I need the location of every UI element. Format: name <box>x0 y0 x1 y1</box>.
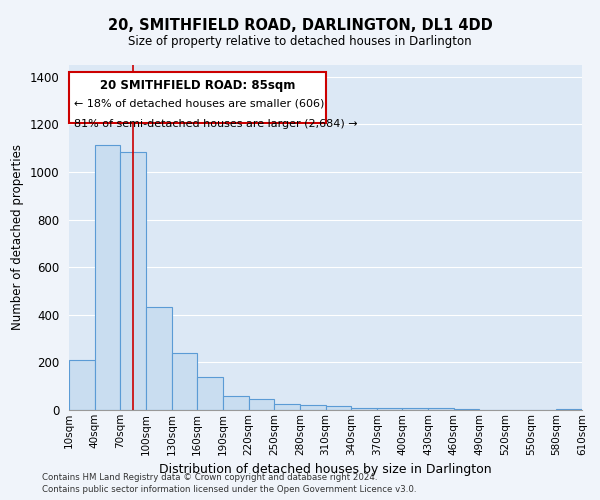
Bar <box>223 396 248 410</box>
Bar <box>300 405 325 410</box>
Bar <box>69 360 95 410</box>
Bar <box>454 409 479 410</box>
Bar <box>428 408 454 410</box>
Bar <box>403 408 428 410</box>
Text: ← 18% of detached houses are smaller (606): ← 18% of detached houses are smaller (60… <box>74 98 325 108</box>
Bar <box>274 404 300 410</box>
FancyBboxPatch shape <box>69 72 325 124</box>
Bar <box>146 306 172 410</box>
Bar <box>248 399 274 410</box>
Bar <box>172 353 197 410</box>
X-axis label: Distribution of detached houses by size in Darlington: Distribution of detached houses by size … <box>159 463 492 476</box>
Text: 20, SMITHFIELD ROAD, DARLINGTON, DL1 4DD: 20, SMITHFIELD ROAD, DARLINGTON, DL1 4DD <box>107 18 493 32</box>
Text: Contains public sector information licensed under the Open Government Licence v3: Contains public sector information licen… <box>42 485 416 494</box>
Bar <box>351 408 377 410</box>
Text: 20 SMITHFIELD ROAD: 85sqm: 20 SMITHFIELD ROAD: 85sqm <box>100 79 295 92</box>
Y-axis label: Number of detached properties: Number of detached properties <box>11 144 24 330</box>
Bar <box>95 144 121 410</box>
Bar <box>197 376 223 410</box>
Text: 81% of semi-detached houses are larger (2,684) →: 81% of semi-detached houses are larger (… <box>74 118 358 128</box>
Text: Size of property relative to detached houses in Darlington: Size of property relative to detached ho… <box>128 35 472 48</box>
Bar <box>556 409 582 410</box>
Bar <box>377 408 403 410</box>
Bar <box>325 406 351 410</box>
Text: Contains HM Land Registry data © Crown copyright and database right 2024.: Contains HM Land Registry data © Crown c… <box>42 472 377 482</box>
Bar <box>121 152 146 410</box>
